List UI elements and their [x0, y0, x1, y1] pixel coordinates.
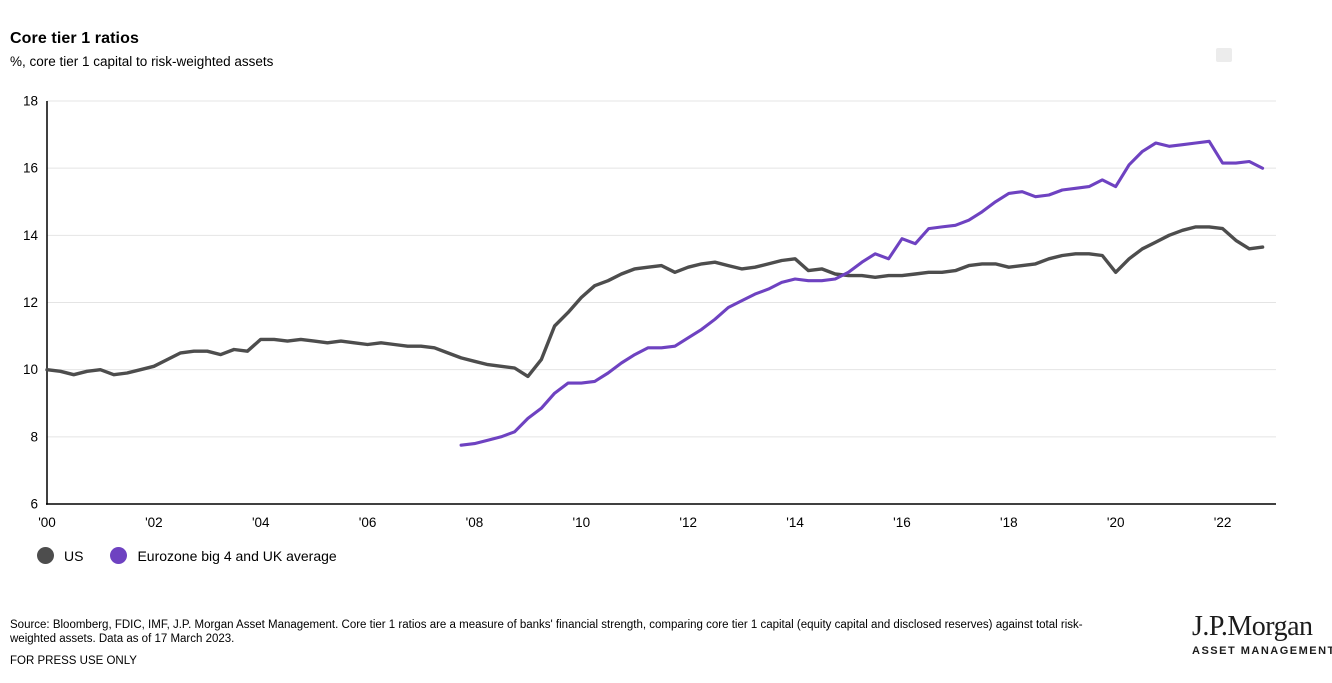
y-tick-label: 8	[30, 429, 38, 444]
footer: Source: Bloomberg, FDIC, IMF, J.P. Morga…	[10, 618, 1140, 667]
legend-item-us: US	[37, 547, 83, 564]
chart-header: Core tier 1 ratios %, core tier 1 capita…	[10, 30, 273, 69]
x-tick-label: '04	[252, 515, 270, 530]
x-tick-label: '06	[359, 515, 377, 530]
source-line-2: weighted assets. Data as of 17 March 202…	[10, 633, 235, 645]
legend-label-us: US	[64, 547, 84, 564]
page-title: Core tier 1 ratios	[10, 30, 139, 47]
chart-legend: US Eurozone big 4 and UK average	[37, 547, 337, 564]
series-line-us	[45, 225, 1265, 379]
page-subtitle: %, core tier 1 capital to risk-weighted …	[10, 54, 274, 69]
x-tick-label: '22	[1214, 515, 1232, 530]
y-tick-label: 16	[23, 161, 38, 176]
x-tick-label: '18	[1000, 515, 1018, 530]
y-tick-label: 14	[23, 228, 39, 243]
press-use-note: FOR PRESS USE ONLY	[10, 655, 137, 667]
brand-division-label: ASSET MANAGEMENT	[1192, 645, 1332, 657]
x-tick-label: '12	[679, 515, 697, 530]
line-chart: 18 16 14 12 10 8 6'00 '02 '04 '06 '08 '10 '12 '14 '16 '…	[23, 94, 1276, 530]
expand-icon[interactable]	[1216, 48, 1232, 62]
y-tick-label: 10	[23, 362, 38, 377]
us-series-dot-icon	[37, 547, 54, 564]
series-line-eurozone	[459, 139, 1265, 447]
legend-item-eurozone: Eurozone big 4 and UK average	[110, 547, 337, 564]
x-tick-label: '02	[145, 515, 163, 530]
x-tick-label: '16	[893, 515, 911, 530]
x-tick-label: '08	[466, 515, 484, 530]
x-tick-label: '14	[786, 515, 804, 530]
y-tick-label: 12	[23, 295, 38, 310]
jpmorgan-brand: J.P.Morgan ASSET MANAGEMENT	[1192, 611, 1332, 658]
jpmorgan-logo: J.P.Morgan	[1192, 611, 1313, 642]
x-tick-label: '10	[573, 515, 591, 530]
legend-label-eurozone: Eurozone big 4 and UK average	[137, 547, 337, 564]
eurozone-series-dot-icon	[110, 547, 128, 564]
source-note: Source: Bloomberg, FDIC, IMF, J.P. Morga…	[10, 618, 1140, 646]
x-tick-label: '20	[1107, 515, 1125, 530]
source-line-1: Source: Bloomberg, FDIC, IMF, J.P. Morga…	[10, 619, 1083, 631]
y-tick-label: 6	[30, 497, 38, 512]
x-tick-label: '00	[38, 515, 56, 530]
y-tick-label: 18	[23, 94, 38, 109]
